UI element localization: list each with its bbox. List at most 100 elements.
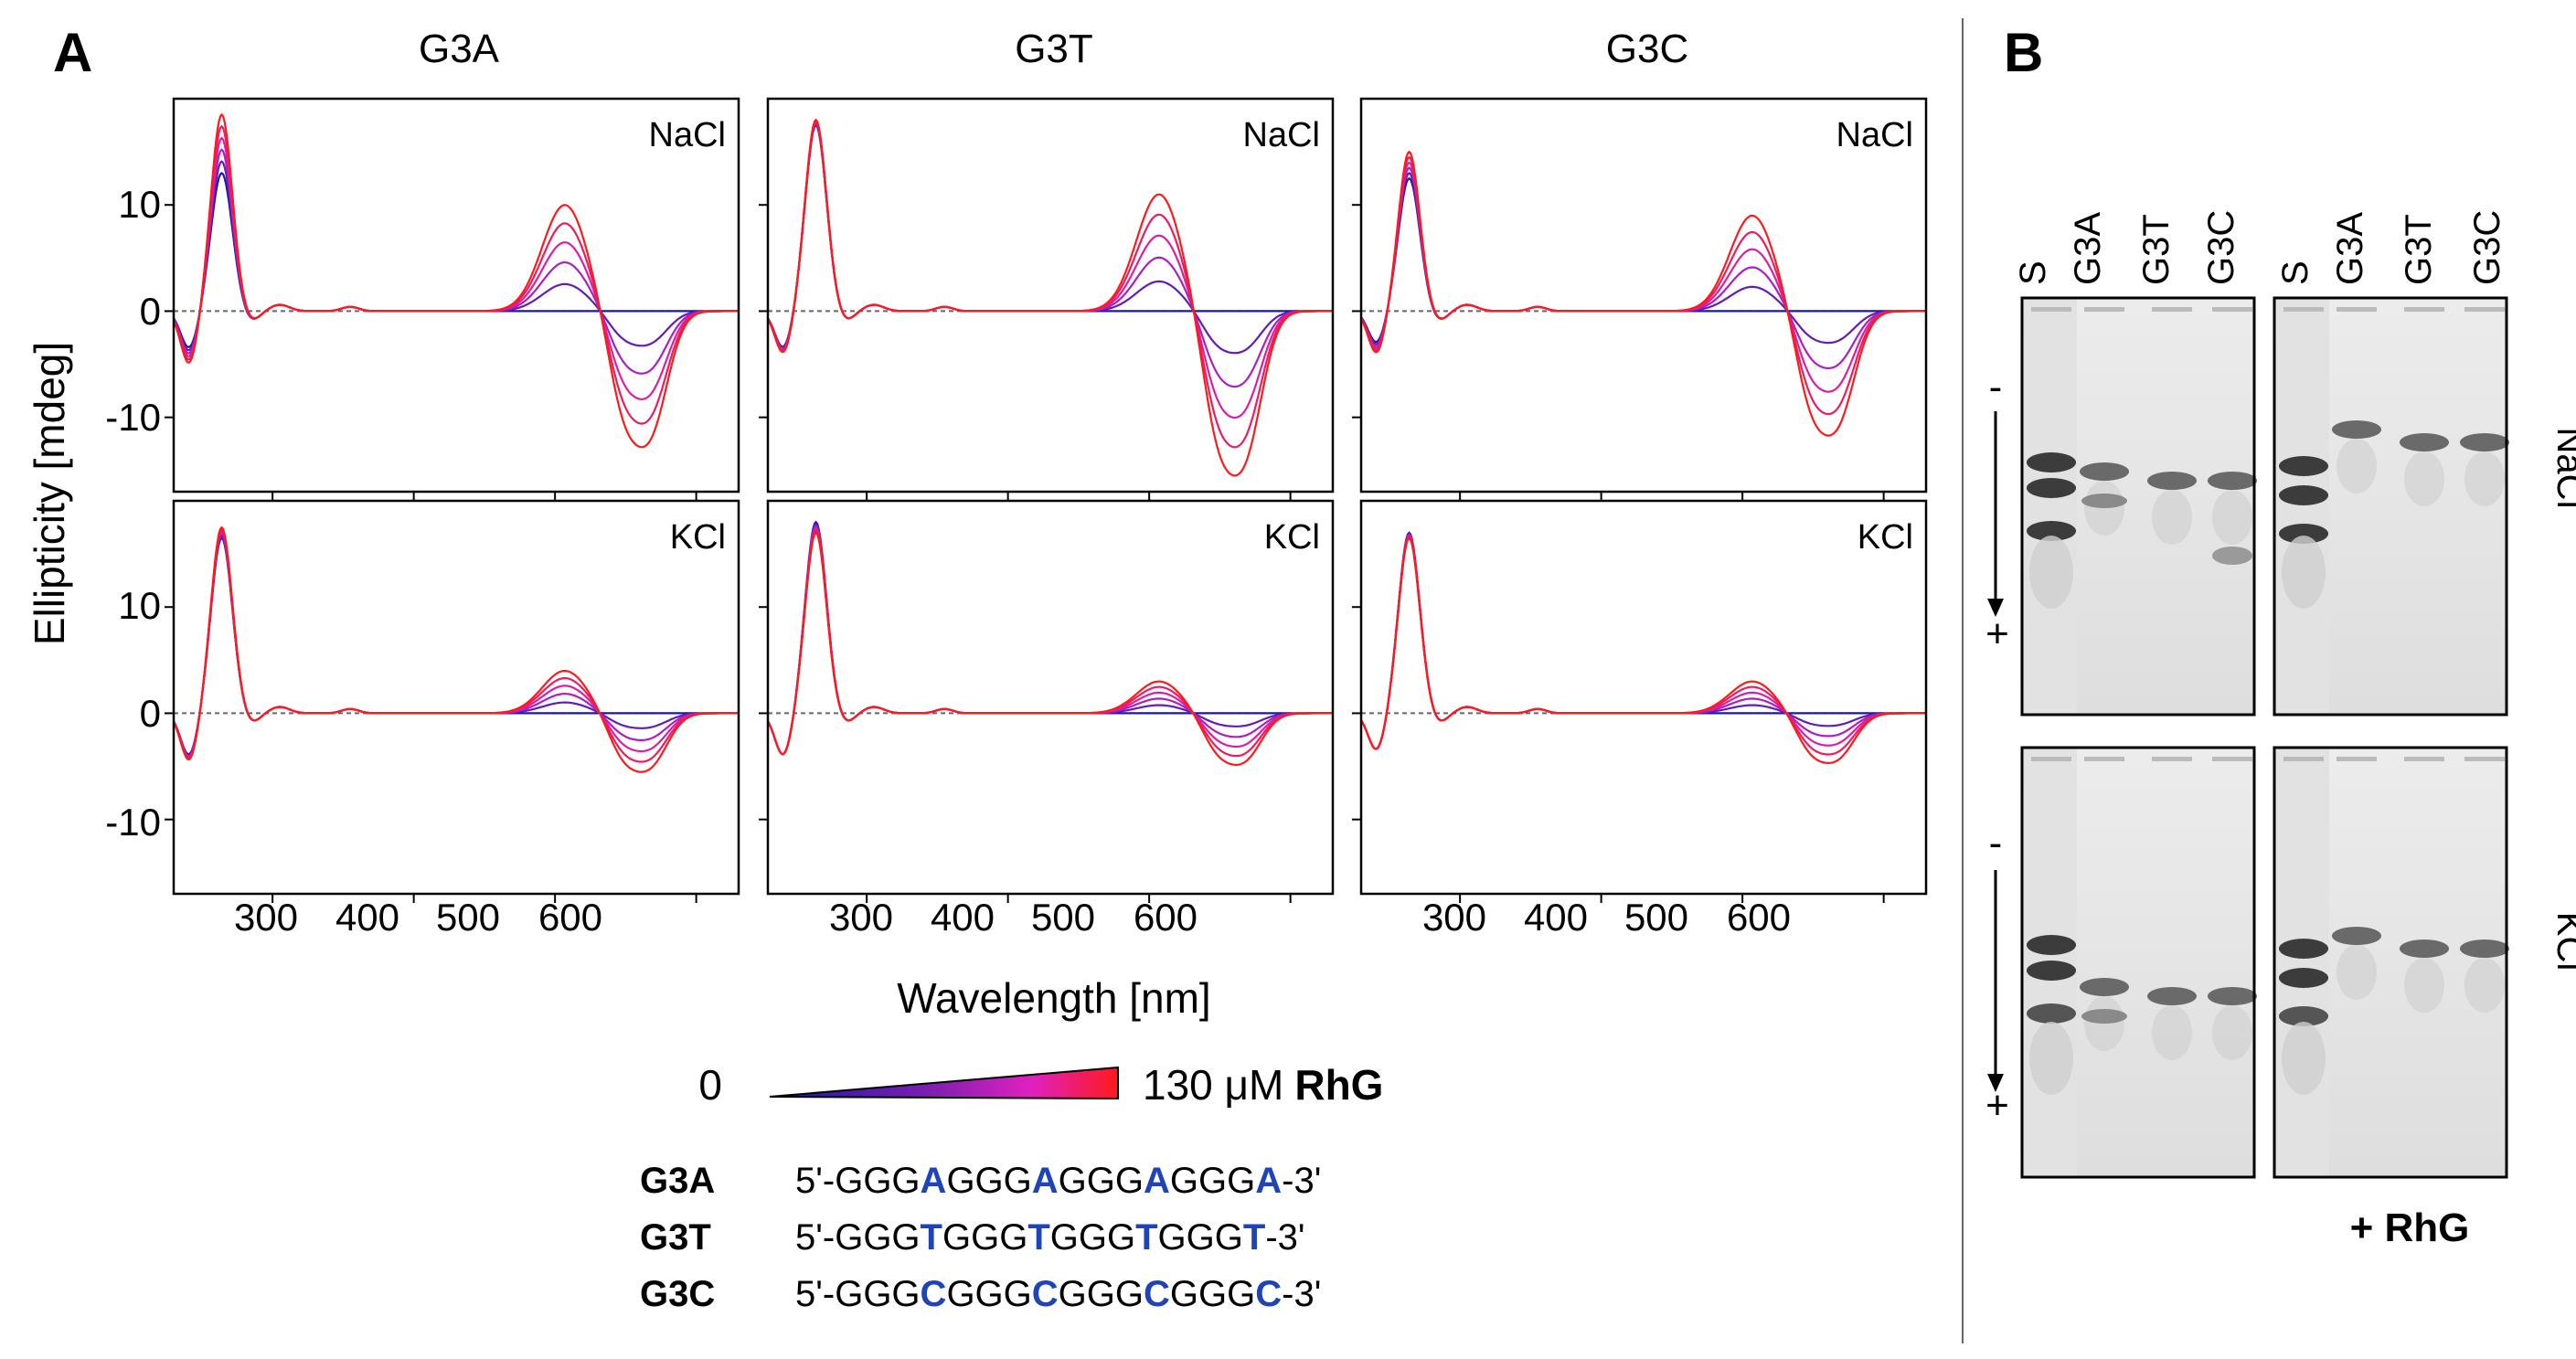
x-tick-label: 400 bbox=[931, 896, 995, 939]
sample-smear bbox=[2464, 958, 2505, 1013]
x-tick-label: 300 bbox=[1422, 896, 1486, 939]
plot-frame bbox=[1359, 499, 1928, 896]
cd-curve bbox=[1361, 533, 1926, 750]
y-tick-label: 0 bbox=[140, 290, 161, 333]
cd-panel-g3c-nacl: NaCl bbox=[1352, 97, 1928, 501]
x-tick-label: 500 bbox=[436, 896, 500, 939]
cd-curve bbox=[768, 526, 1333, 756]
y-tick-label: -10 bbox=[105, 801, 161, 844]
x-tick-label: 600 bbox=[538, 896, 602, 939]
y-tick-label: -10 bbox=[105, 396, 161, 439]
x-ticks-g3t: 300 400 500 600 bbox=[829, 896, 1198, 939]
sample-band bbox=[2147, 987, 2197, 1005]
mutation-base: C bbox=[920, 1274, 947, 1314]
cd-curve bbox=[1361, 535, 1926, 756]
legend-end-prefix: 130 μM bbox=[1143, 1061, 1283, 1109]
gel-nacl-rhg bbox=[2273, 296, 2509, 717]
ladder-smear bbox=[2029, 1022, 2073, 1095]
x-tick-label: 400 bbox=[1524, 896, 1588, 939]
column-title-g3c: G3C bbox=[1606, 27, 1688, 71]
cd-curve bbox=[174, 148, 739, 375]
sample-band bbox=[2332, 927, 2381, 945]
cd-curve bbox=[174, 532, 739, 758]
cd-curve bbox=[768, 531, 1333, 766]
cd-curve bbox=[174, 136, 739, 400]
sample-smear bbox=[2464, 451, 2505, 506]
sample-smear bbox=[2336, 945, 2377, 1000]
legend-start-label: 0 bbox=[698, 1061, 722, 1109]
gel-salt-label-kcl: KCl bbox=[2549, 912, 2576, 971]
lane-strip bbox=[2276, 748, 2329, 1177]
gel-well bbox=[2152, 757, 2192, 761]
titration-series bbox=[1361, 150, 1926, 437]
sequence-prefix: 5'- bbox=[795, 1161, 836, 1201]
cd-curve bbox=[768, 122, 1333, 355]
cd-curve bbox=[1361, 534, 1926, 750]
sample-smear bbox=[2404, 958, 2444, 1013]
gel-well bbox=[2152, 307, 2192, 312]
cd-panel-g3a-kcl: KCl bbox=[165, 499, 740, 903]
plot-frame bbox=[766, 97, 1335, 494]
ladder-smear bbox=[2282, 536, 2326, 609]
cd-curve bbox=[174, 530, 739, 759]
sample-smear bbox=[2152, 1005, 2192, 1060]
ladder-band bbox=[2027, 452, 2076, 472]
plot-frame bbox=[172, 97, 740, 494]
gel-well bbox=[2031, 307, 2071, 312]
sequence-block: GGG bbox=[946, 1161, 1032, 1201]
legend-gradient-wedge bbox=[769, 1066, 1119, 1100]
sample-band-lower bbox=[2212, 547, 2252, 565]
cd-curve bbox=[1361, 155, 1926, 416]
sequence-block: GGG bbox=[1058, 1161, 1144, 1201]
gel-well bbox=[2404, 757, 2444, 761]
cd-curve bbox=[174, 171, 739, 348]
sequence-string: 5'-GGGTGGGTGGGTGGGT-3' bbox=[795, 1217, 1305, 1258]
plot-frame bbox=[172, 499, 740, 896]
lane-label: G3T bbox=[2399, 214, 2439, 285]
cd-panel-g3c-kcl: KCl bbox=[1352, 499, 1928, 903]
cd-curve bbox=[174, 534, 739, 757]
sequence-block: GGG bbox=[946, 1274, 1032, 1314]
gel-well bbox=[2464, 307, 2505, 312]
x-tick-label: 600 bbox=[1727, 896, 1791, 939]
ladder-band bbox=[2027, 935, 2076, 955]
plot-frame bbox=[1359, 97, 1928, 494]
sequence-suffix: -3' bbox=[1282, 1274, 1322, 1314]
titration-series bbox=[1361, 531, 1926, 764]
panel-b-label: B bbox=[2004, 22, 2043, 83]
x-ticks-g3a: 300 400 500 600 bbox=[234, 896, 602, 939]
mutation-base: T bbox=[1242, 1217, 1266, 1258]
mutation-base: C bbox=[1144, 1274, 1170, 1314]
sample-band bbox=[2147, 472, 2197, 490]
x-ticks-g3c: 300 400 500 600 bbox=[1422, 896, 1791, 939]
ladder-band bbox=[2279, 485, 2328, 505]
sequence-prefix: 5'- bbox=[795, 1217, 836, 1258]
ladder-band bbox=[2279, 968, 2328, 988]
ladder-smear bbox=[2029, 536, 2073, 609]
cd-panel-g3a-nacl: NaCl bbox=[165, 97, 740, 501]
sample-band bbox=[2208, 987, 2257, 1005]
sequence-block: GGG bbox=[1169, 1274, 1256, 1314]
lane-labels-right: S G3A G3T G3C bbox=[2275, 210, 2507, 285]
sample-band bbox=[2080, 978, 2129, 996]
y-tick-label: 0 bbox=[140, 692, 161, 735]
y-ticks-top: 10 0 -10 bbox=[105, 183, 161, 439]
y-tick-label: 10 bbox=[118, 584, 161, 627]
plot-frame bbox=[766, 499, 1335, 896]
sequence-string: 5'-GGGCGGGCGGGCGGGC-3' bbox=[795, 1274, 1321, 1315]
ladder-band bbox=[2027, 1003, 2076, 1024]
gel-well bbox=[2464, 757, 2505, 761]
gel-well bbox=[2212, 307, 2252, 312]
rhg-legend: 0 130 μM RhG bbox=[698, 1061, 1383, 1109]
cd-curve bbox=[174, 112, 739, 449]
sequence-block: GGG bbox=[1058, 1274, 1144, 1314]
gel-well bbox=[2283, 307, 2324, 312]
column-title-g3t: G3T bbox=[1015, 27, 1093, 71]
sample-band bbox=[2080, 462, 2129, 481]
sample-smear bbox=[2212, 490, 2252, 545]
gel-well bbox=[2084, 757, 2124, 761]
sequence-block: GGG bbox=[835, 1217, 921, 1258]
ladder-band bbox=[2027, 521, 2076, 541]
ladder-band bbox=[2279, 1006, 2328, 1026]
gel-frame bbox=[2273, 296, 2508, 717]
